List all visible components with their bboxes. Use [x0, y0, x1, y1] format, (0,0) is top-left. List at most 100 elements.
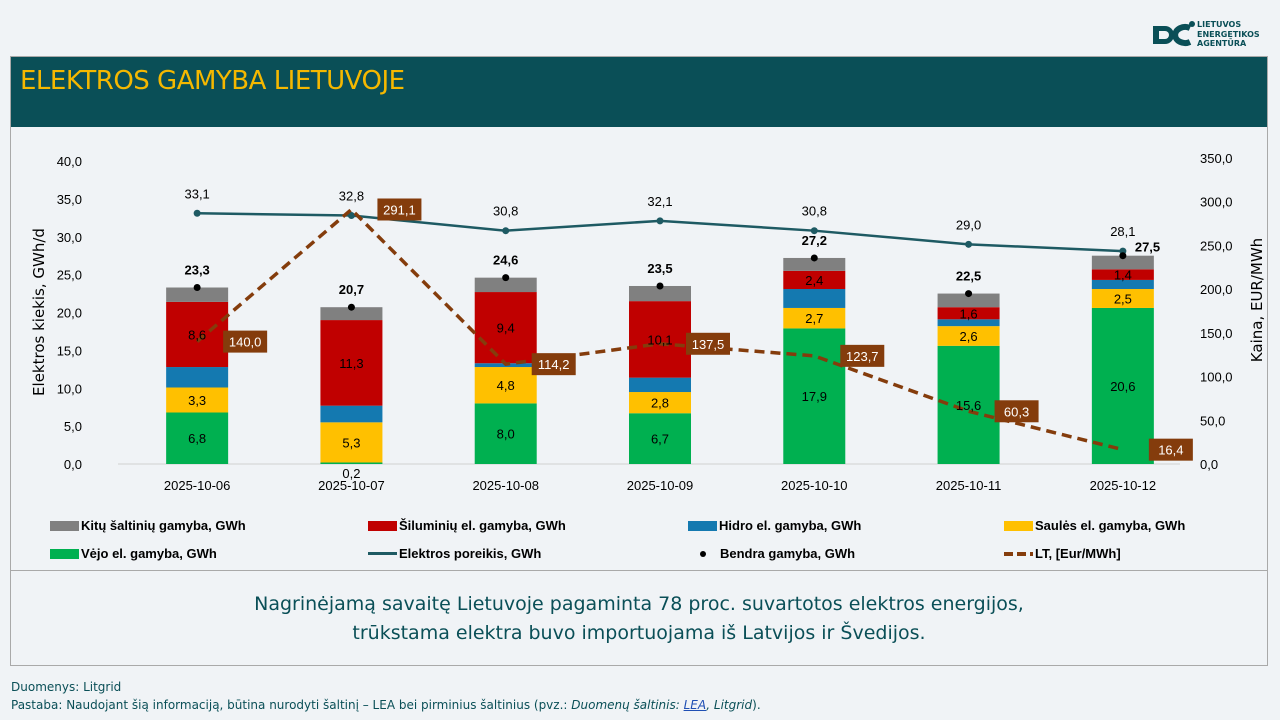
bar-segment-wind: [1091, 307, 1154, 464]
legend-swatch-hydro: [688, 520, 717, 531]
price-label: 60,3: [1004, 404, 1029, 419]
logo-text-line: ENERGETIKOS: [1197, 29, 1260, 39]
demand-point: [656, 217, 664, 225]
bar-segment-solar: [1091, 289, 1154, 308]
demand-label: 32,8: [339, 189, 364, 204]
x-tick-label: 2025-10-06: [164, 478, 231, 493]
demand-label: 32,1: [647, 194, 672, 209]
total-label: 27,2: [802, 233, 827, 248]
legend-label: Šiluminių el. gamyba, GWh: [399, 518, 566, 533]
legend-swatch-demand: [368, 552, 397, 555]
total-label: 20,7: [339, 282, 364, 297]
summary-text: Nagrinėjamą savaitę Lietuvoje pagaminta …: [11, 590, 1267, 648]
demand-label: 30,8: [493, 204, 518, 219]
y-tick-label: 10,0: [57, 381, 82, 396]
total-label: 22,5: [956, 269, 981, 284]
legend-label: Vėjo el. gamyba, GWh: [81, 546, 217, 561]
bar-segment-hydro: [320, 405, 383, 423]
legend-item-demand: Elektros poreikis, GWh: [368, 546, 541, 561]
price-line: [196, 207, 1124, 452]
data-label-wind: 17,9: [802, 389, 827, 404]
bar-segment-hydro: [783, 289, 846, 308]
data-label-thermal: 10,1: [647, 332, 672, 347]
data-label-thermal: 9,4: [497, 321, 515, 336]
y-tick-label: 5,0: [64, 419, 82, 434]
legend-swatch-thermal: [368, 520, 397, 531]
legend-swatch-price: [1004, 551, 1033, 556]
page-title: ELEKTROS GAMYBA LIETUVOJE: [20, 66, 405, 96]
lea-logo: [1153, 21, 1195, 46]
bar-segment-solar: [783, 307, 846, 329]
y-tick-label: 15,0: [57, 343, 82, 358]
data-label-solar: 2,7: [805, 311, 823, 326]
price-label: 137,5: [692, 337, 725, 352]
demand-label: 30,8: [802, 204, 827, 219]
price-label-box: [377, 198, 422, 221]
legend-label: Saulės el. gamyba, GWh: [1035, 518, 1186, 533]
bar-segment-thermal: [1091, 269, 1154, 280]
total-point: [347, 303, 355, 311]
bar-segment-thermal: [629, 301, 691, 378]
y2-tick-label: 150,0: [1200, 326, 1233, 341]
total-label: 23,3: [184, 263, 209, 278]
data-label-solar: 5,3: [342, 435, 360, 450]
data-label-wind: 15,6: [956, 398, 981, 413]
y-tick-label: 20,0: [57, 306, 82, 321]
y2-tick-label: 200,0: [1200, 282, 1233, 297]
footer-source: Duomenys: Litgrid: [11, 680, 122, 694]
x-tick-label: 2025-10-08: [472, 478, 539, 493]
y2-tick-label: 250,0: [1200, 238, 1233, 253]
x-tick-label: 2025-10-10: [781, 478, 848, 493]
data-label-thermal: 1,4: [1114, 268, 1132, 283]
footer-note-suffix: ).: [752, 698, 761, 712]
demand-point: [810, 227, 818, 235]
footer-note-italic2: , Litgrid: [706, 698, 753, 712]
legend-item-other: Kitų šaltinių gamyba, GWh: [50, 518, 246, 533]
bar-segment-other: [629, 285, 691, 302]
legend-label: Hidro el. gamyba, GWh: [719, 518, 862, 533]
bar-segment-other: [1091, 255, 1154, 270]
data-label-wind: 0,2: [342, 466, 360, 481]
logo-mark-dot: [1189, 21, 1195, 27]
price-label: 140,0: [229, 335, 262, 350]
bar-segment-wind: [629, 413, 691, 464]
logo-mark-c: [1172, 24, 1192, 46]
bar-segment-thermal: [166, 301, 229, 368]
legend-swatch-wind: [50, 548, 79, 559]
legend-swatch-other: [50, 520, 79, 531]
price-label-box: [223, 330, 268, 353]
bar-segment-solar: [937, 326, 1000, 346]
logo-text-line: LIETUVOS: [1197, 20, 1242, 29]
data-label-solar: 3,3: [188, 393, 206, 408]
legend-swatch-solar: [1004, 520, 1033, 531]
legend-item-thermal: Šiluminių el. gamyba, GWh: [368, 518, 566, 533]
title-bar: [11, 57, 1267, 127]
bar-segment-hydro: [166, 367, 229, 388]
demand-point: [502, 227, 510, 235]
total-point: [656, 282, 664, 290]
bar-segment-other: [166, 287, 229, 302]
total-point: [1119, 252, 1127, 260]
x-tick-label: 2025-10-07: [318, 478, 385, 493]
total-point: [965, 290, 973, 298]
x-tick-label: 2025-10-09: [627, 478, 694, 493]
y-tick-label: 0,0: [64, 457, 82, 472]
total-label: 24,6: [493, 253, 518, 268]
lea-link[interactable]: LEA: [683, 698, 707, 712]
legend-item-total: Bendra gamyba, GWh: [688, 546, 855, 561]
legend-label: Bendra gamyba, GWh: [720, 546, 856, 561]
bar-segment-thermal: [783, 270, 846, 290]
demand-point: [347, 212, 355, 220]
total-point: [810, 254, 818, 262]
y-tick-label: 30,0: [57, 230, 82, 245]
legend-item-hydro: Hidro el. gamyba, GWh: [688, 518, 861, 533]
bar-segment-wind: [320, 462, 383, 464]
summary-line-2: trūkstama elektra buvo importuojama iš L…: [352, 622, 926, 644]
bar-segment-wind: [166, 412, 229, 464]
energy-production-chart: 0,0 5,0 10,0 15,0 20,0 25,0 30,0 35,0 40,0 0,0 50,…: [30, 151, 1266, 493]
bar-segment-solar: [629, 392, 691, 414]
bar-segment-wind: [474, 403, 537, 464]
legend-item-solar: Saulės el. gamyba, GWh: [1004, 518, 1185, 533]
logo-text-line: AGENTŪRA: [1197, 39, 1247, 48]
data-label-wind: 8,0: [497, 427, 515, 442]
